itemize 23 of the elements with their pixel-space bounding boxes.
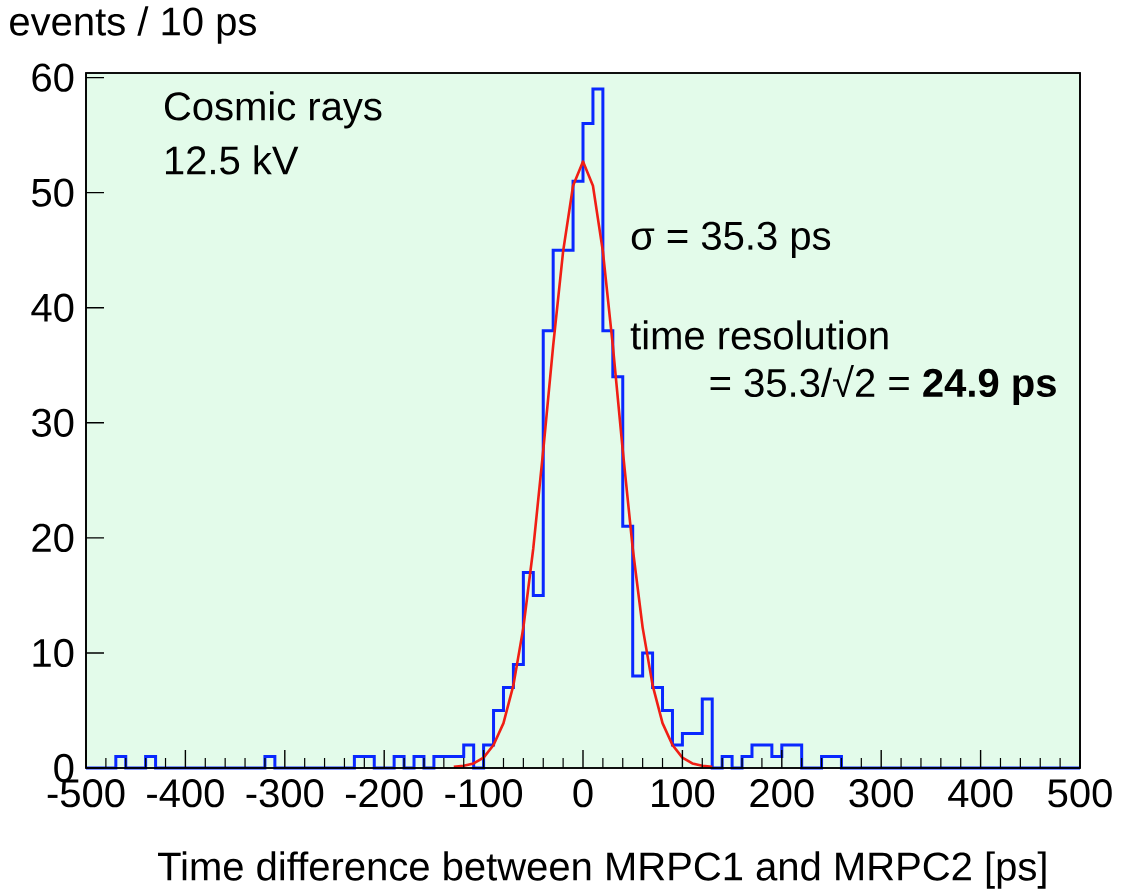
x-tick-label: -400	[147, 779, 224, 808]
x-tick-label: 500	[1048, 779, 1112, 808]
y-tick-label: 10	[33, 638, 74, 668]
x-tick-label: 300	[849, 779, 913, 808]
y-axis-title: events / 10 ps	[10, 6, 256, 44]
y-tick-label: 40	[31, 293, 74, 322]
annotation: σ = 35.3 ps	[631, 221, 831, 258]
y-tick-label: 20	[32, 523, 74, 553]
x-tick-label: -200	[345, 779, 423, 808]
x-tick-label: 400	[948, 779, 1013, 808]
annotation: = 35.3/√2 = 24.9 ps	[710, 365, 1056, 406]
y-tick-label: 30	[31, 408, 74, 437]
x-tick-label: 0	[573, 779, 593, 808]
x-tick-label: -300	[246, 779, 324, 808]
x-tick-label: -100	[445, 779, 523, 808]
annotation: 12.5 kV	[165, 145, 299, 175]
y-tick-label: 60	[32, 63, 74, 92]
y-tick-label: 50	[32, 178, 74, 207]
x-tick-label: 100	[652, 779, 715, 808]
x-axis-title: Time difference between MRPC1 and MRPC2 [ps]	[158, 851, 1046, 889]
annotation: Cosmic rays	[164, 91, 382, 129]
annotation: time resolution	[630, 320, 888, 350]
x-tick-label: 200	[750, 779, 814, 808]
